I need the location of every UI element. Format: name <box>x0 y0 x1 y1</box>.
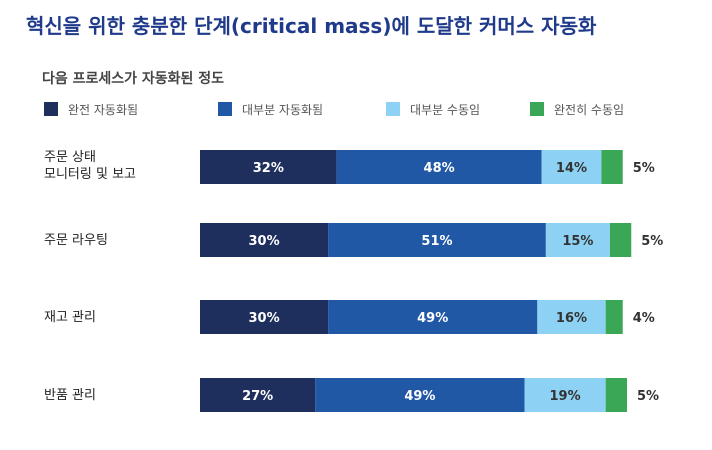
bar-segment-r2-s1 <box>328 300 538 334</box>
legend: 완전 자동화됨 대부분 자동화됨 대부분 수동임 완전히 수동임 <box>0 100 712 118</box>
bar-segment-r1-s2 <box>545 223 610 257</box>
legend-label-fully-automated: 완전 자동화됨 <box>68 102 139 117</box>
row-label-order-routing: 주문 라우팅 <box>44 233 108 248</box>
legend-swatch-fully-manual <box>530 102 544 116</box>
legend-label-fully-manual: 완전히 수동임 <box>554 102 625 117</box>
row-label-inventory: 재고 관리 <box>44 310 96 325</box>
bar-value-label-r0-s3: 5% <box>633 161 655 176</box>
bar-value-label-r1-s3: 5% <box>641 234 663 249</box>
legend-label-mostly-manual: 대부분 수동임 <box>410 102 481 117</box>
bar-segment-r0-s3 <box>601 150 623 184</box>
legend-item-mostly-automated: 대부분 자동화됨 <box>218 100 323 118</box>
bar-segment-r1-s3 <box>609 223 632 257</box>
bar-value-label-r3-s0: 27% <box>242 389 273 404</box>
bar-segment-r2-s3 <box>605 300 623 334</box>
bar-segment-r2-s0 <box>200 300 329 334</box>
bar-value-label-r1-s0: 30% <box>248 234 279 249</box>
bar-segment-r3-s1 <box>315 378 525 412</box>
legend-swatch-mostly-automated <box>218 102 232 116</box>
bar-value-label-r3-s2: 19% <box>550 389 581 404</box>
bar-segment-r2-s2 <box>537 300 606 334</box>
legend-item-fully-automated: 완전 자동화됨 <box>44 100 138 118</box>
legend-swatch-mostly-manual <box>386 102 400 116</box>
bar-value-label-r2-s0: 30% <box>248 311 279 326</box>
bar-segment-r3-s0 <box>200 378 316 412</box>
row-label-order-status: 주문 상태 모니터링 및 보고 <box>44 150 136 182</box>
legend-label-mostly-automated: 대부분 자동화됨 <box>242 102 324 117</box>
legend-item-fully-manual: 완전히 수동임 <box>530 100 624 118</box>
bar-value-label-r2-s3: 4% <box>633 311 655 326</box>
bar-segment-r3-s3 <box>605 378 627 412</box>
bar-value-label-r2-s2: 16% <box>556 311 587 326</box>
legend-item-mostly-manual: 대부분 수동임 <box>386 100 480 118</box>
legend-swatch-fully-automated <box>44 102 58 116</box>
chart-subtitle: 다음 프로세스가 자동화된 정도 <box>42 71 225 87</box>
bar-value-label-r3-s1: 49% <box>404 389 435 404</box>
bar-segment-r0-s2 <box>541 150 602 184</box>
bar-value-label-r1-s2: 15% <box>562 234 593 249</box>
bar-segment-r3-s2 <box>524 378 606 412</box>
bar-value-label-r0-s2: 14% <box>556 161 587 176</box>
bar-segment-r1-s1 <box>328 223 546 257</box>
chart-title: 혁신을 위한 충분한 단계(critical mass)에 도달한 커머스 자동… <box>26 14 597 38</box>
row-label-returns: 반품 관리 <box>44 388 96 403</box>
bar-value-label-r0-s0: 32% <box>253 161 284 176</box>
bar-segment-r0-s0 <box>200 150 337 184</box>
bar-value-label-r2-s1: 49% <box>417 311 448 326</box>
bar-segment-r1-s0 <box>200 223 329 257</box>
bar-value-label-r0-s1: 48% <box>424 161 455 176</box>
bar-segment-r0-s1 <box>336 150 542 184</box>
bar-value-label-r3-s3: 5% <box>637 389 659 404</box>
bar-value-label-r1-s1: 51% <box>421 234 452 249</box>
